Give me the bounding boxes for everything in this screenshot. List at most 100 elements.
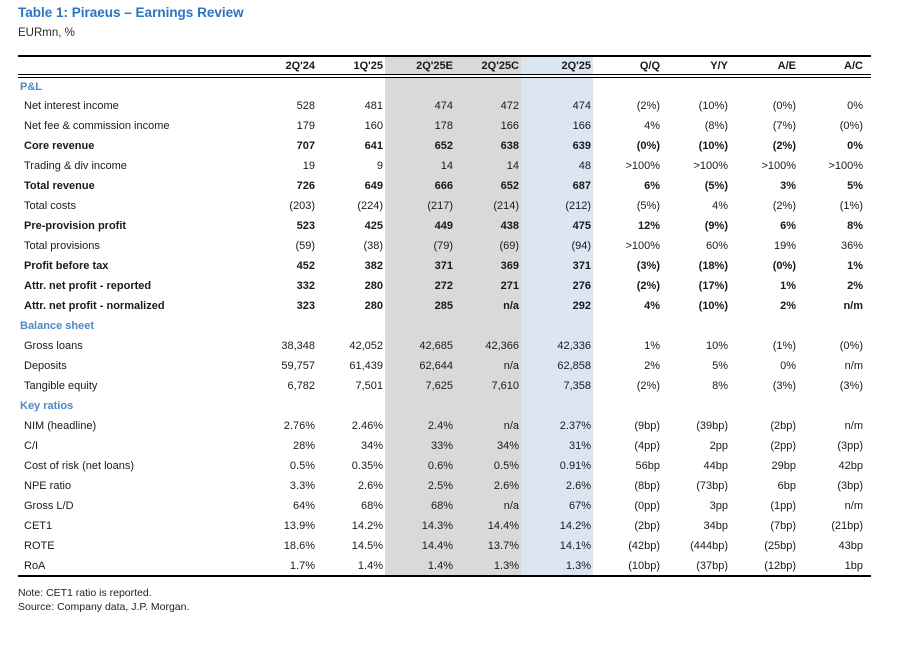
value-cell: 280 — [364, 280, 383, 292]
value-cell: (0%) — [772, 100, 796, 112]
value-cell: 0.35% — [351, 460, 383, 472]
value-cell: 34% — [455, 436, 521, 456]
value-cell: 280 — [364, 300, 383, 312]
table-note: Note: CET1 ratio is reported. — [18, 587, 152, 599]
value-cell: 7,501 — [355, 380, 383, 392]
value-cell: (2%) — [636, 280, 660, 292]
empty-cell — [385, 316, 455, 336]
value-cell: >100% — [828, 160, 863, 172]
empty-cell — [662, 396, 730, 416]
value-cell: (3%) — [636, 260, 660, 272]
value-cell: >100% — [625, 240, 660, 252]
value-cell: 474 — [521, 96, 593, 116]
value-cell: 638 — [455, 136, 521, 156]
empty-cell — [317, 396, 385, 416]
value-cell: 68% — [360, 500, 383, 512]
row-label: Profit before tax — [24, 260, 109, 272]
value-cell: 1bp — [844, 559, 863, 572]
value-cell: 6,782 — [287, 380, 315, 392]
value-cell: 0.91% — [521, 456, 593, 476]
value-cell: 36% — [840, 240, 863, 252]
empty-cell — [593, 76, 662, 96]
table-body: P&L Net interest income 528 481 474 472 474 (2%… — [18, 76, 871, 576]
value-cell: 7,358 — [521, 376, 593, 396]
value-cell: (0%) — [772, 260, 796, 272]
row-label: Attr. net profit - reported — [24, 280, 152, 292]
table-row: Net interest income 528 481 474 472 474 (2%) (1… — [18, 96, 871, 116]
value-cell: 272 — [385, 276, 455, 296]
value-cell: 42,052 — [349, 340, 383, 352]
value-cell: 14.3% — [385, 516, 455, 536]
empty-cell — [798, 396, 871, 416]
table-row: Pre-provision profit 523 425 449 438 475 12% (9… — [18, 216, 871, 236]
value-cell: n/a — [455, 416, 521, 436]
value-cell: 0.5% — [455, 456, 521, 476]
value-cell: 5% — [847, 180, 863, 192]
value-cell: (94) — [521, 236, 593, 256]
empty-cell — [385, 396, 455, 416]
value-cell: 59,757 — [281, 360, 315, 372]
value-cell: 14 — [385, 156, 455, 176]
value-cell: 42,685 — [385, 336, 455, 356]
empty-cell — [317, 316, 385, 336]
value-cell: 62,644 — [385, 356, 455, 376]
value-cell: >100% — [761, 160, 796, 172]
value-cell: 7,610 — [455, 376, 521, 396]
value-cell: (2%) — [636, 100, 660, 112]
row-label: CET1 — [24, 520, 53, 532]
value-cell: (5%) — [704, 180, 728, 192]
table-row: RoA 1.7% 1.4% 1.4% 1.3% 1.3% (10bp) (37bp) (12bp… — [18, 556, 871, 576]
empty-cell — [593, 396, 662, 416]
column-header: 1Q'25 — [317, 56, 385, 78]
value-cell: 67% — [521, 496, 593, 516]
value-cell: (37bp) — [696, 559, 728, 572]
empty-cell — [455, 396, 521, 416]
empty-cell — [730, 396, 798, 416]
value-cell: 19% — [773, 240, 796, 252]
value-cell: 285 — [385, 296, 455, 316]
value-cell: (9bp) — [634, 420, 660, 432]
value-cell: 292 — [521, 296, 593, 316]
value-cell: 474 — [385, 96, 455, 116]
table-row: Profit before tax 452 382 371 369 371 (3%) (18%… — [18, 256, 871, 276]
value-cell: (8bp) — [634, 480, 660, 492]
column-header: Q/Q — [593, 56, 662, 78]
empty-cell — [730, 76, 798, 96]
value-cell: 371 — [521, 256, 593, 276]
value-cell: 3pp — [709, 500, 728, 512]
row-label: Gross L/D — [24, 500, 74, 512]
table-row: Total provisions (59) (38) (79) (69) (94) >100… — [18, 236, 871, 256]
table-row: NPE ratio 3.3% 2.6% 2.5% 2.6% 2.6% (8bp) (73bp)… — [18, 476, 871, 496]
value-cell: (3%) — [839, 380, 863, 392]
value-cell: 0% — [847, 140, 863, 152]
section-header: Key ratios — [20, 400, 74, 412]
value-cell: 687 — [521, 176, 593, 196]
table-row: Trading & div income 19 9 14 14 48 >100% >100% >… — [18, 156, 871, 176]
value-cell: 276 — [521, 276, 593, 296]
value-cell: 382 — [364, 260, 383, 272]
value-cell: 14 — [455, 156, 521, 176]
value-cell: 43bp — [838, 540, 863, 552]
row-label: Deposits — [24, 360, 67, 372]
value-cell: (21bp) — [831, 520, 863, 532]
table-row: Core revenue 707 641 652 638 639 (0%) (10%) (2%)… — [18, 136, 871, 156]
value-cell: (10%) — [698, 140, 728, 152]
value-cell: (17%) — [698, 280, 728, 292]
value-cell: n/m — [843, 300, 863, 312]
value-cell: 166 — [455, 116, 521, 136]
value-cell: (42bp) — [628, 540, 660, 552]
column-header: Y/Y — [662, 56, 730, 78]
value-cell: 652 — [385, 136, 455, 156]
value-cell: 6% — [780, 220, 796, 232]
value-cell: (59) — [295, 240, 315, 252]
value-cell: (0%) — [636, 140, 660, 152]
table-row: Gross loans 38,348 42,052 42,685 42,366 42,33… — [18, 336, 871, 356]
table-row: Tangible equity 6,782 7,501 7,625 7,610 7,358… — [18, 376, 871, 396]
empty-cell — [593, 316, 662, 336]
value-cell: (79) — [385, 236, 455, 256]
value-cell: 6bp — [777, 480, 796, 492]
value-cell: (38) — [363, 240, 383, 252]
value-cell: 6% — [644, 180, 660, 192]
value-cell: (73bp) — [696, 480, 728, 492]
column-header: A/E — [730, 56, 798, 78]
